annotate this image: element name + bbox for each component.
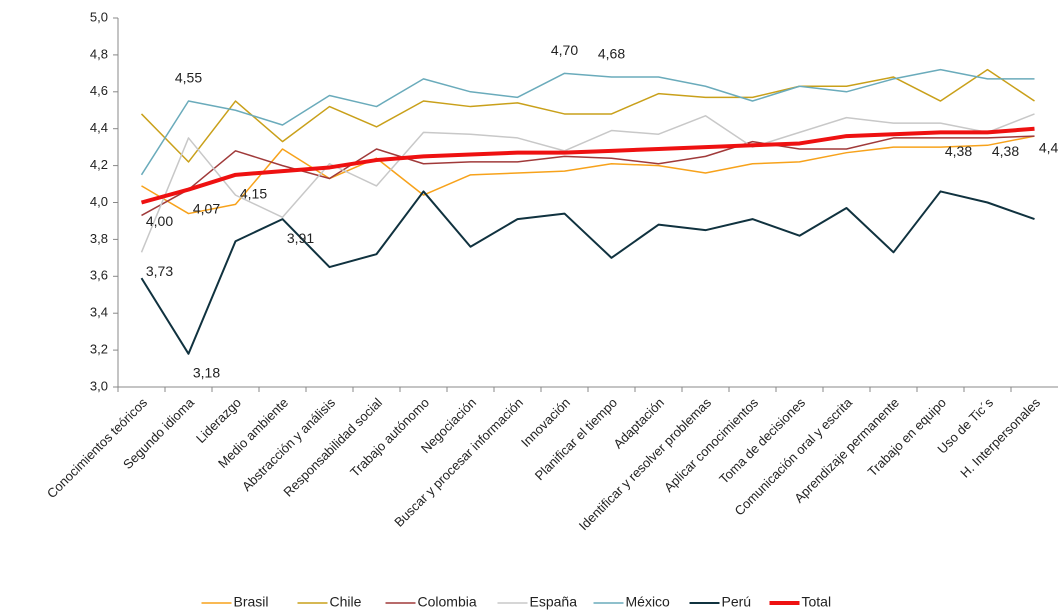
data-label: 4,55 bbox=[175, 70, 202, 86]
series-line bbox=[140, 190, 1035, 355]
legend-label: Total bbox=[802, 594, 832, 610]
y-tick-label: 4,8 bbox=[90, 46, 108, 61]
x-tick-label: Abstracción y análisis bbox=[239, 395, 338, 494]
data-label: 4,07 bbox=[193, 200, 220, 216]
data-label: 3,91 bbox=[287, 230, 314, 246]
x-tick-label: Toma de decisiones bbox=[716, 395, 808, 487]
x-tick-label: Trabajo autónomo bbox=[347, 395, 432, 480]
series-line bbox=[140, 68, 1035, 163]
legend-label: Chile bbox=[330, 594, 362, 610]
data-label: 4,00 bbox=[146, 213, 173, 229]
y-tick-label: 3,8 bbox=[90, 231, 108, 246]
series-line bbox=[140, 68, 1035, 176]
data-label: 4,70 bbox=[551, 42, 578, 58]
series-line bbox=[140, 126, 1035, 205]
y-tick-label: 5,0 bbox=[90, 9, 108, 24]
x-tick-label: Trabajo en equipo bbox=[865, 395, 949, 479]
data-label: 4,68 bbox=[598, 46, 625, 62]
series-line bbox=[141, 135, 1035, 217]
data-label: 3,73 bbox=[146, 263, 173, 279]
series-line bbox=[141, 135, 1035, 215]
legend: Brasil Chile Colombia España México Perú Total bbox=[201, 594, 832, 610]
data-label: 4,40 bbox=[1039, 139, 1059, 155]
x-tick-label: Planificar el tiempo bbox=[532, 395, 620, 483]
y-tick-label: 3,2 bbox=[90, 342, 108, 357]
y-tick-label: 3,4 bbox=[90, 305, 108, 320]
y-tick-label: 3,6 bbox=[90, 268, 108, 283]
y-tick-label: 4,4 bbox=[90, 120, 108, 135]
data-label: 3,18 bbox=[193, 364, 220, 380]
y-tick-label: 4,2 bbox=[90, 157, 108, 172]
x-tick-label: H. Interpersonales bbox=[957, 395, 1043, 481]
data-label: 4,15 bbox=[240, 186, 267, 202]
y-tick-label: 4,6 bbox=[90, 83, 108, 98]
legend-label: España bbox=[530, 594, 578, 610]
legend-label: Colombia bbox=[418, 594, 477, 610]
legend-label: Brasil bbox=[234, 594, 269, 610]
series-line bbox=[140, 113, 1035, 253]
data-label: 4,38 bbox=[945, 143, 972, 159]
legend-label: Perú bbox=[722, 594, 752, 610]
y-tick-label: 4,0 bbox=[90, 194, 108, 209]
y-tick-label: 3,0 bbox=[90, 378, 108, 393]
data-label: 4,38 bbox=[992, 143, 1019, 159]
legend-label: México bbox=[626, 594, 671, 610]
